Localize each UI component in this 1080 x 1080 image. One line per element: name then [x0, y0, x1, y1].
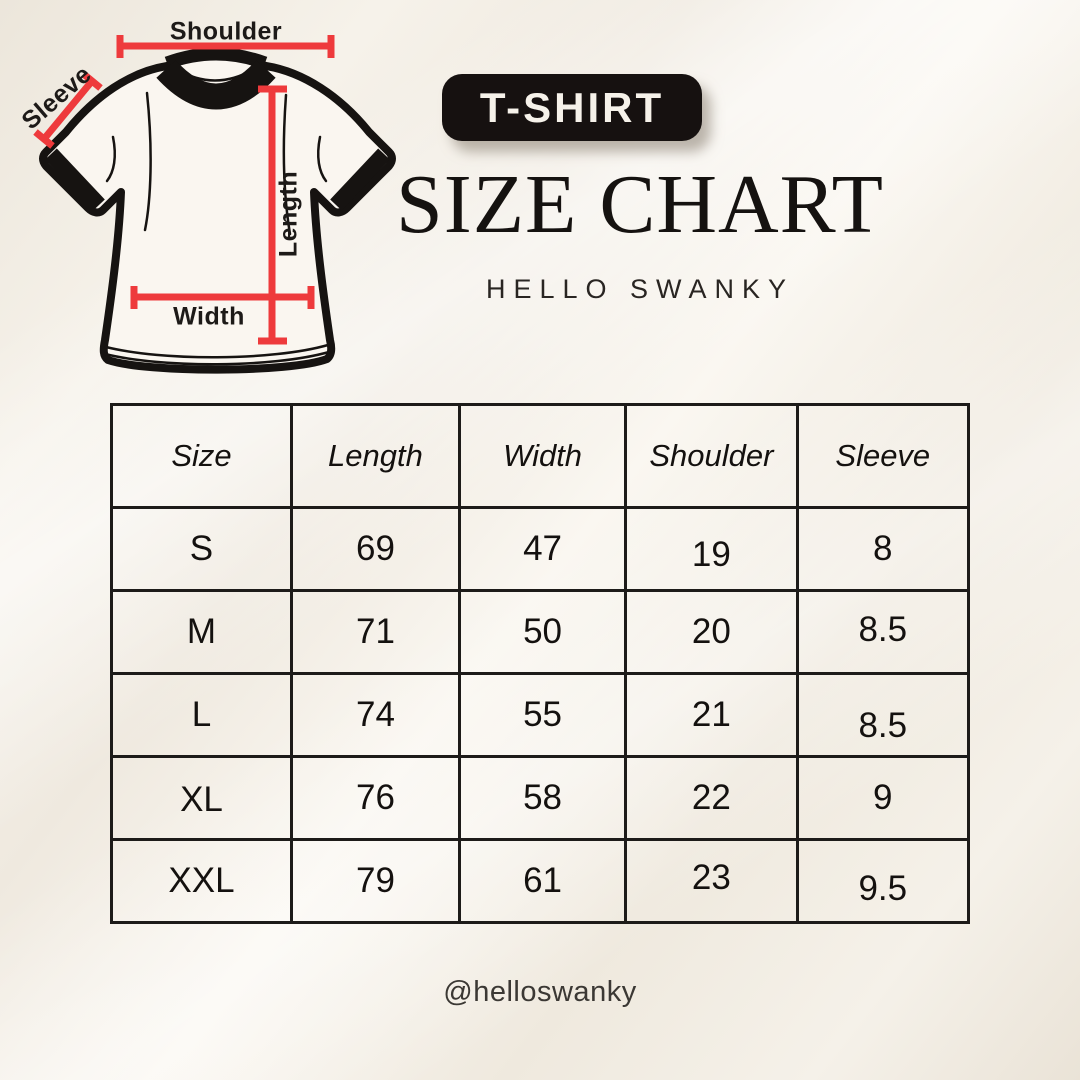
cell-sleeve: 9: [795, 755, 971, 841]
cell-size: L: [110, 672, 293, 758]
column-header-size: Size: [110, 403, 293, 509]
cell-shoulder: 20: [624, 589, 799, 675]
cell-width: 50: [457, 589, 628, 675]
cell-shoulder: 21: [624, 672, 799, 758]
social-handle: @helloswanky: [443, 976, 637, 1008]
table-row-m: M 71 50 20 8.5: [110, 587, 971, 675]
cell-sleeve: 8.5: [795, 587, 971, 673]
cell-length: 79: [289, 838, 461, 924]
tshirt-illustration: [33, 35, 396, 374]
table-row-xxl: XXL 79 61 23 9.5: [110, 835, 971, 932]
cell-sleeve: 9.5: [795, 846, 971, 932]
table-row-s: S 69 47 19 8: [110, 506, 971, 598]
tshirt-badge: T-SHIRT: [442, 74, 702, 141]
tshirt-body: [39, 51, 396, 374]
cell-length: 74: [289, 672, 461, 758]
tshirt-collar: [156, 47, 276, 110]
cell-sleeve: 8.5: [795, 683, 971, 769]
shoulder-label: Shoulder: [169, 17, 283, 46]
cell-size: S: [110, 506, 293, 592]
column-header-sleeve: Sleeve: [795, 403, 971, 509]
width-label: Width: [173, 302, 245, 331]
table-row-l: L 74 55 21 8.5: [110, 672, 971, 769]
cell-size: M: [110, 589, 293, 675]
cell-shoulder: 22: [624, 755, 799, 841]
table-header-row: Size Length Width Shoulder Sleeve: [110, 403, 971, 509]
cell-width: 61: [457, 838, 628, 924]
cell-sleeve: 8: [795, 506, 971, 592]
column-header-length: Length: [289, 403, 461, 509]
tshirt-cuffs: [45, 148, 390, 211]
brand-subtitle: HELLO SWANKY: [485, 274, 795, 304]
size-table: Size Length Width Shoulder Sleeve S 69 4…: [110, 403, 971, 932]
tshirt-measurement-diagram: Shoulder Sleeve Length Width: [0, 0, 412, 388]
column-header-width: Width: [457, 403, 628, 509]
cell-length: 76: [289, 755, 461, 841]
table-row-xl: XL 76 58 22 9: [110, 755, 971, 843]
cell-shoulder: 19: [624, 512, 799, 598]
page-title: SIZE CHART: [396, 158, 884, 251]
cell-size: XXL: [110, 838, 293, 924]
cell-length: 69: [289, 506, 461, 592]
length-label: Length: [274, 170, 303, 258]
cell-shoulder: 23: [624, 835, 799, 921]
shoulder-measure-line: [116, 35, 335, 58]
width-measure-line: [130, 286, 315, 309]
cell-width: 47: [457, 506, 628, 592]
cell-size: XL: [110, 757, 293, 843]
cell-width: 55: [457, 672, 628, 758]
sleeve-measure-line: [33, 71, 103, 149]
measurement-lines: [33, 35, 335, 345]
tshirt-detail-lines: [103, 67, 331, 366]
column-header-shoulder: Shoulder: [624, 403, 799, 509]
cell-length: 71: [289, 589, 461, 675]
cell-width: 58: [457, 755, 628, 841]
